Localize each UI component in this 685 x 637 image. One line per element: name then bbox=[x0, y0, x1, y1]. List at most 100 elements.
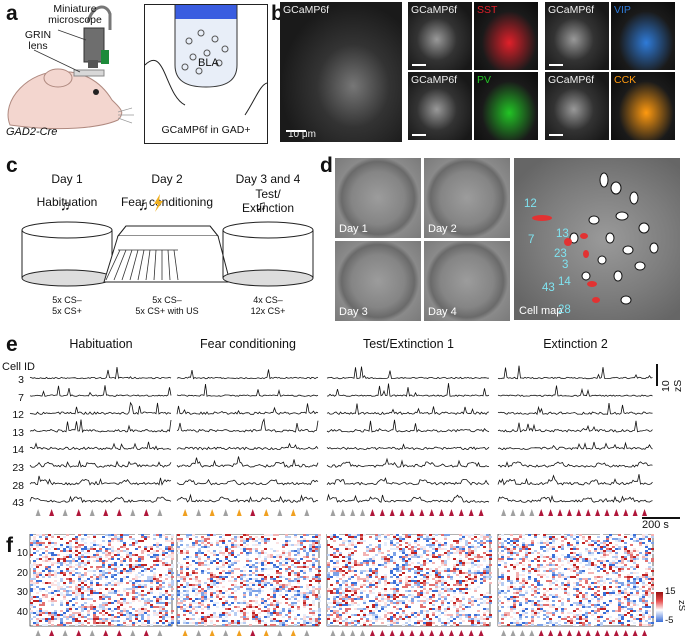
heatmap-cell bbox=[375, 570, 378, 572]
heatmap-cell bbox=[147, 580, 150, 582]
heatmap-cell bbox=[579, 600, 582, 602]
heatmap-cell bbox=[84, 598, 87, 600]
heatmap-cell bbox=[531, 588, 534, 590]
heatmap-cell bbox=[621, 592, 624, 594]
heatmap-cell bbox=[225, 586, 228, 588]
heatmap-cell bbox=[393, 616, 396, 618]
heatmap-cell bbox=[210, 542, 213, 544]
heatmap-cell bbox=[81, 544, 84, 546]
heatmap-cell bbox=[468, 566, 471, 568]
phase-label: Fear conditioning bbox=[120, 195, 214, 209]
heatmap-cell bbox=[135, 564, 138, 566]
heatmap-cell bbox=[348, 534, 351, 536]
heatmap-cell bbox=[123, 544, 126, 546]
heatmap-cell bbox=[426, 578, 429, 580]
heatmap-cell bbox=[444, 534, 447, 536]
heatmap-cell bbox=[51, 562, 54, 564]
heatmap-cell bbox=[384, 576, 387, 578]
heatmap-cell bbox=[462, 542, 465, 544]
heatmap-cell bbox=[231, 554, 234, 556]
marker-tile: SST bbox=[474, 2, 538, 70]
heatmap-cell bbox=[30, 558, 33, 560]
heatmap-cell bbox=[642, 556, 645, 558]
heatmap-cell bbox=[390, 568, 393, 570]
heatmap-cell bbox=[579, 604, 582, 606]
heatmap-cell bbox=[255, 620, 258, 622]
heatmap-cell bbox=[138, 592, 141, 594]
heatmap-cell bbox=[468, 572, 471, 574]
heatmap-cell bbox=[252, 582, 255, 584]
heatmap-cell bbox=[489, 600, 492, 602]
heatmap-cell bbox=[513, 546, 516, 548]
heatmap-cell bbox=[444, 560, 447, 562]
heatmap-cell bbox=[351, 548, 354, 550]
heatmap-cell bbox=[642, 538, 645, 540]
heatmap-cell bbox=[60, 570, 63, 572]
heatmap-cell bbox=[327, 612, 330, 614]
heatmap-cell bbox=[435, 584, 438, 586]
heatmap-cell bbox=[573, 572, 576, 574]
heatmap-cell bbox=[150, 554, 153, 556]
heatmap-cell bbox=[186, 596, 189, 598]
heatmap-cell bbox=[231, 538, 234, 540]
heatmap-cell bbox=[93, 604, 96, 606]
heatmap-cell bbox=[72, 620, 75, 622]
heatmap-cell bbox=[57, 564, 60, 566]
heatmap-cell bbox=[570, 536, 573, 538]
heatmap-cell bbox=[63, 582, 66, 584]
heatmap-cell bbox=[507, 598, 510, 600]
heatmap-cell bbox=[300, 596, 303, 598]
heatmap-cell bbox=[72, 558, 75, 560]
heatmap-cell bbox=[171, 580, 174, 582]
heatmap-cell bbox=[312, 590, 315, 592]
heatmap-cell bbox=[210, 574, 213, 576]
heatmap-cell bbox=[159, 600, 162, 602]
heatmap-cell bbox=[579, 534, 582, 536]
heatmap-cell bbox=[231, 572, 234, 574]
heatmap-cell bbox=[219, 572, 222, 574]
heatmap-cell bbox=[186, 572, 189, 574]
heatmap-cell bbox=[372, 558, 375, 560]
heatmap-cell bbox=[645, 550, 648, 552]
heatmap-cell bbox=[51, 552, 54, 554]
heatmap-cell bbox=[546, 556, 549, 558]
heatmap-cell bbox=[648, 548, 651, 550]
heatmap-cell bbox=[564, 538, 567, 540]
heatmap-cell bbox=[402, 600, 405, 602]
heatmap-cell bbox=[417, 572, 420, 574]
heatmap-cell bbox=[414, 554, 417, 556]
heatmap-cell bbox=[591, 582, 594, 584]
heatmap-cell bbox=[567, 582, 570, 584]
heatmap-cell bbox=[120, 570, 123, 572]
heatmap-cell bbox=[363, 570, 366, 572]
heatmap-cell bbox=[171, 536, 174, 538]
heatmap-cell bbox=[249, 578, 252, 580]
heatmap-cell bbox=[171, 598, 174, 600]
heatmap-cell bbox=[459, 540, 462, 542]
heatmap-cell bbox=[453, 604, 456, 606]
heatmap-cell bbox=[288, 552, 291, 554]
heatmap-cell bbox=[522, 582, 525, 584]
heatmap-cell bbox=[39, 542, 42, 544]
heatmap-cell bbox=[513, 548, 516, 550]
heatmap-cell bbox=[423, 612, 426, 614]
heatmap-cell bbox=[78, 584, 81, 586]
heatmap-cell bbox=[351, 582, 354, 584]
heatmap-cell bbox=[645, 554, 648, 556]
heatmap-cell bbox=[477, 604, 480, 606]
heatmap-cell bbox=[234, 596, 237, 598]
heatmap-cell bbox=[396, 612, 399, 614]
heatmap-cell bbox=[576, 602, 579, 604]
heatmap-cell bbox=[39, 554, 42, 556]
heatmap-cell bbox=[438, 596, 441, 598]
heatmap-cell bbox=[444, 582, 447, 584]
heatmap-cell bbox=[435, 608, 438, 610]
heatmap-cell bbox=[363, 590, 366, 592]
heatmap-cell bbox=[36, 614, 39, 616]
heatmap-cell bbox=[219, 620, 222, 622]
heatmap-cell bbox=[435, 574, 438, 576]
heatmap-cell bbox=[231, 616, 234, 618]
heatmap-cell bbox=[66, 610, 69, 612]
heatmap-cell bbox=[285, 542, 288, 544]
heatmap-cell bbox=[564, 578, 567, 580]
